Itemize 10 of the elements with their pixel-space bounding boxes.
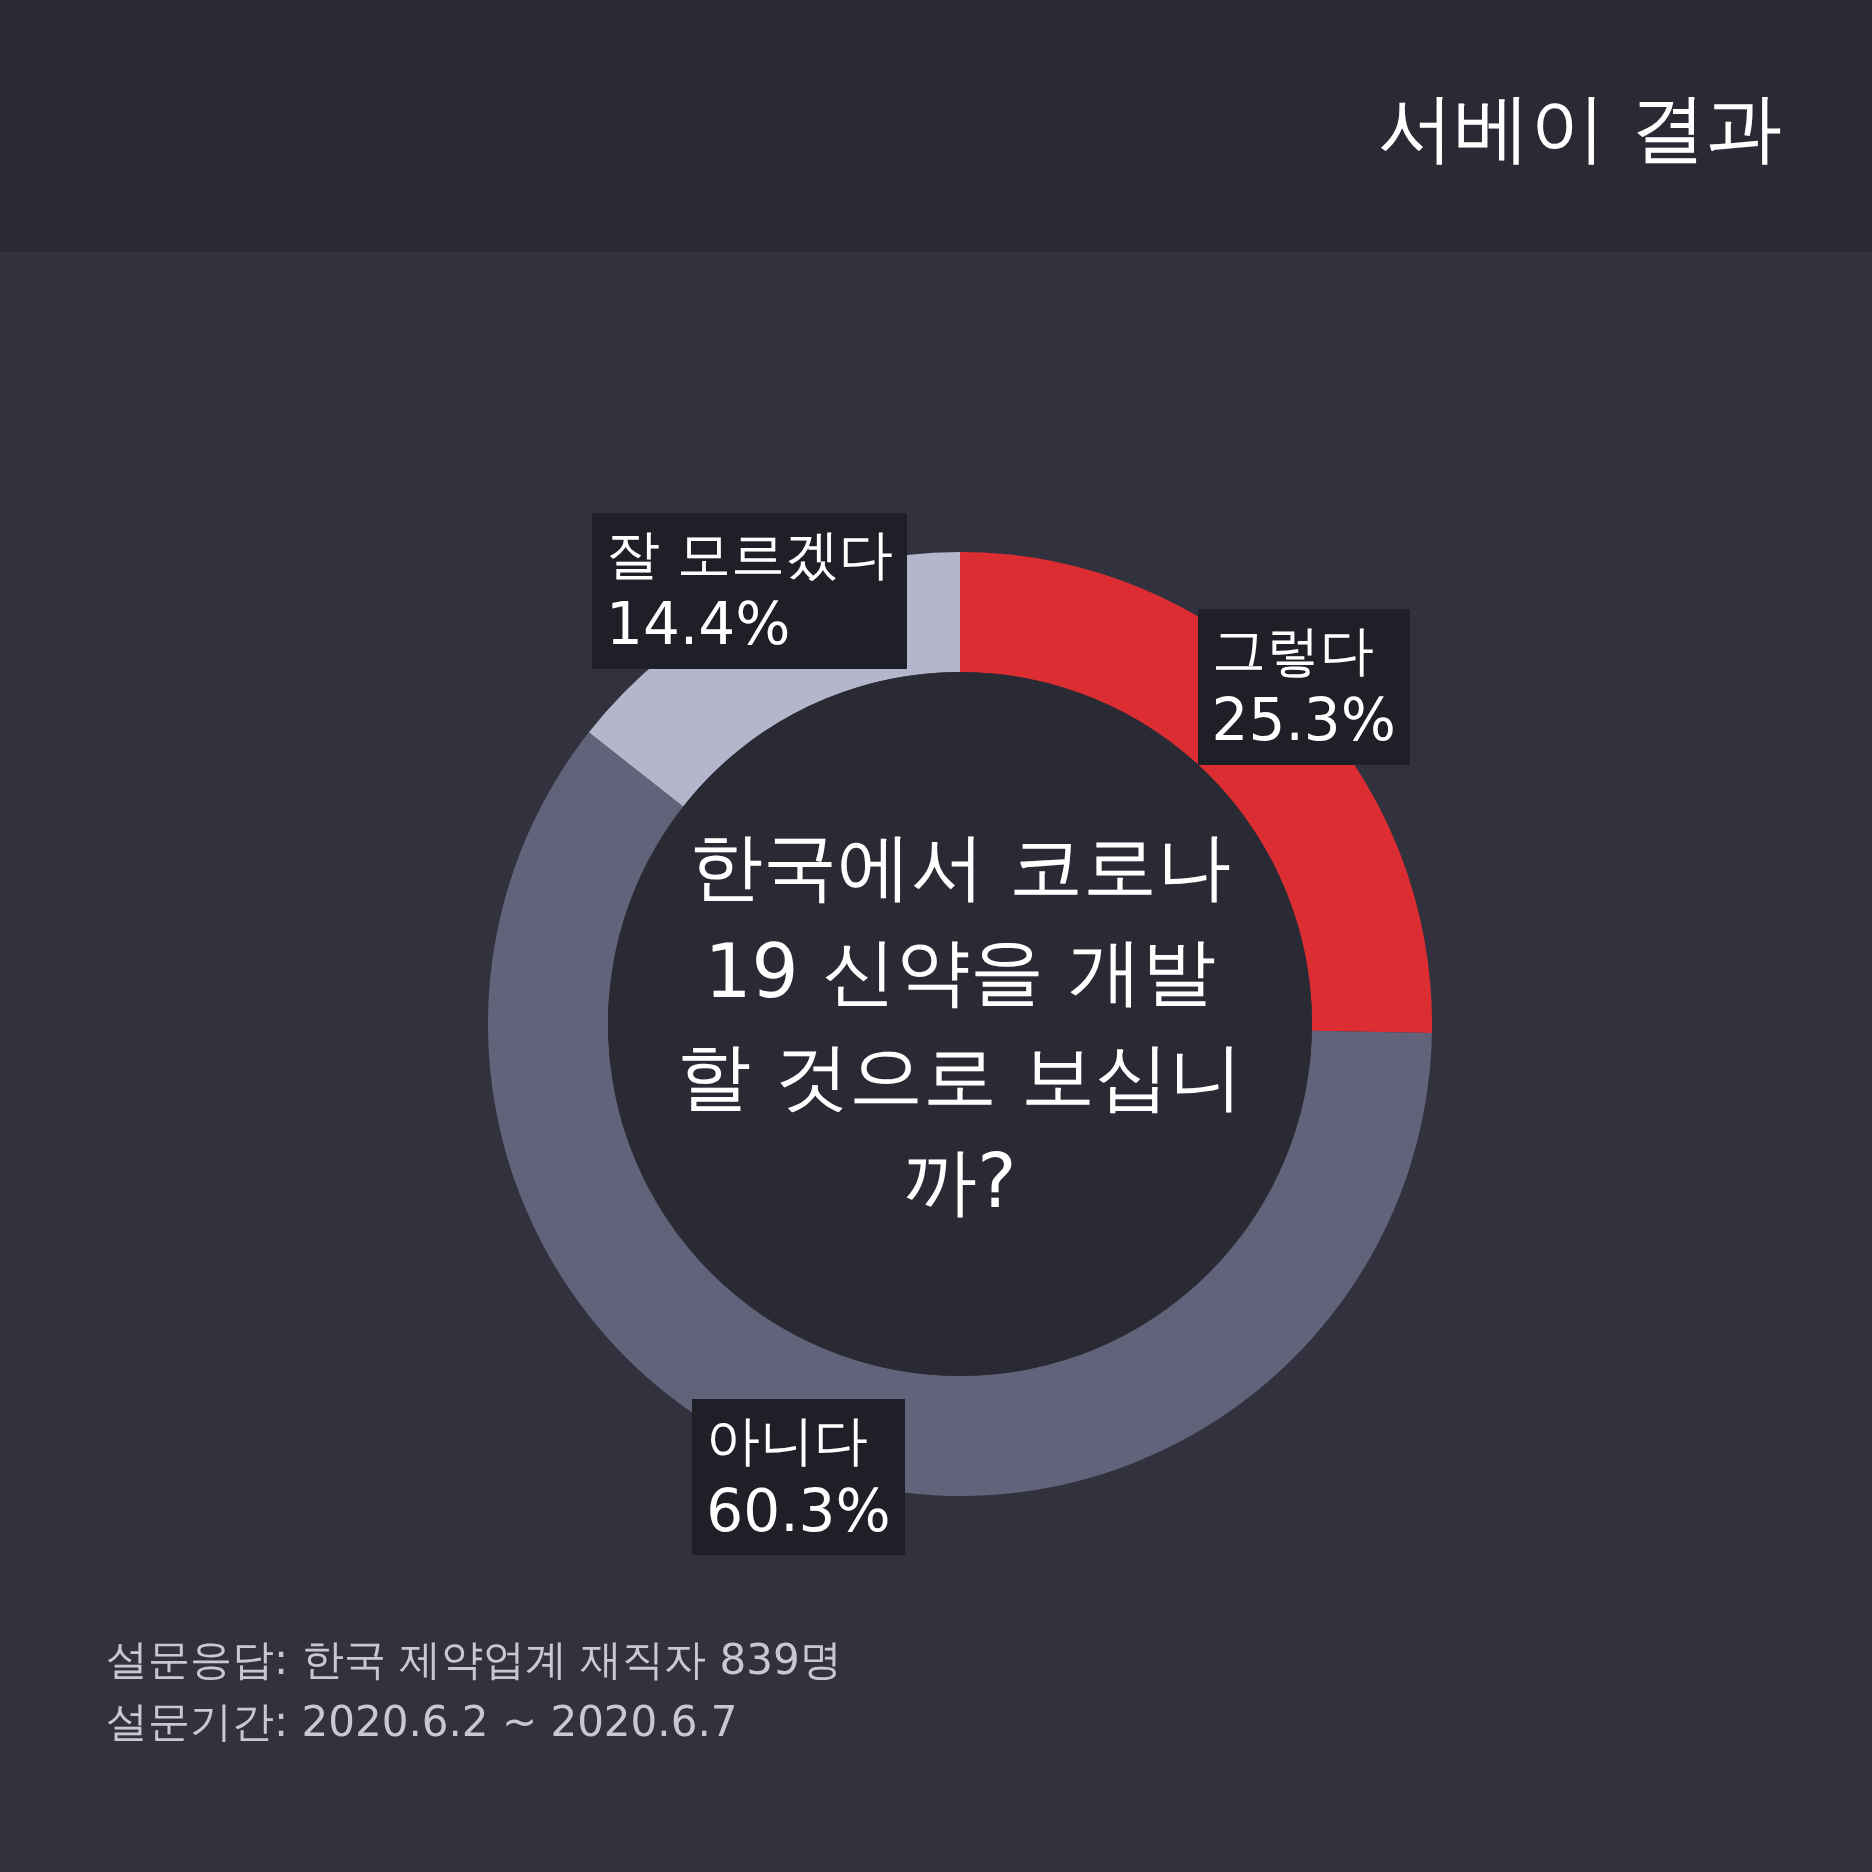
data-label: 14.4% [606,589,792,661]
slice-label: 잘 모르겠다 [606,522,894,588]
slice-label: 그렇다 [1211,617,1375,684]
chart-title: 서베이 결과 [1377,82,1782,174]
data-label: 60.3% [706,1476,891,1547]
text: 설문기간: 2020.6.2 ~ 2020.6.7 [106,1696,738,1748]
text: 설문응답: 한국 제약업계 재직자 839명 [106,1634,842,1686]
text: 한국에서 코로나19 신약을 개발할 것으로 보십니까? [676,822,1244,1227]
data-label: 25.3% [1211,685,1396,757]
slice-label: 아니다 [706,1408,870,1475]
